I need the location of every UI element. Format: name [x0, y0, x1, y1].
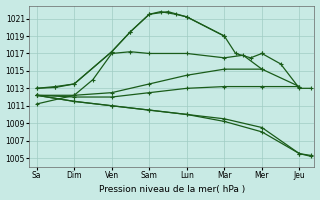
X-axis label: Pression niveau de la mer( hPa ): Pression niveau de la mer( hPa )	[99, 185, 245, 194]
